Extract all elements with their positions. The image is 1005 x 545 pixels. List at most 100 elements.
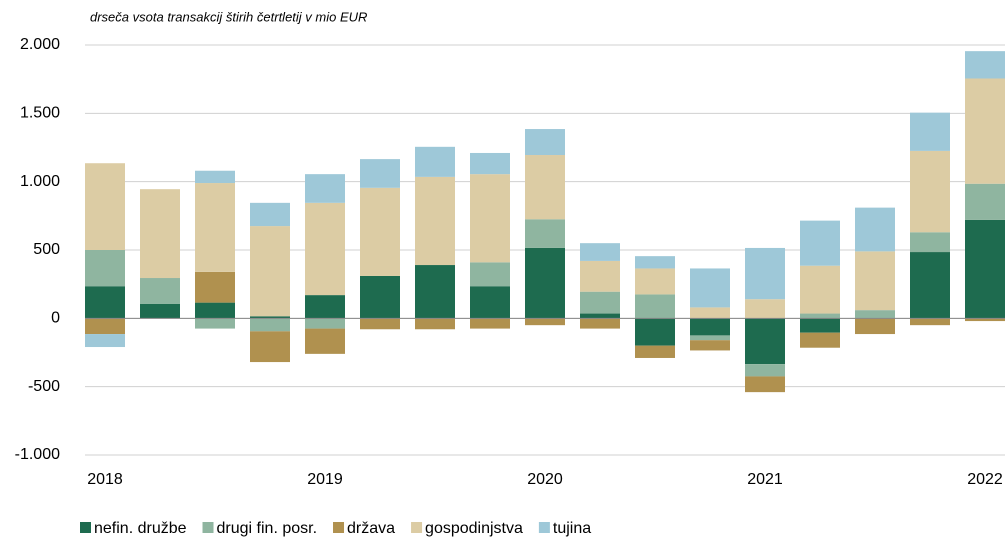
bar-segment xyxy=(85,334,125,348)
bar-segment xyxy=(470,174,510,263)
bar-segment xyxy=(910,232,950,253)
bar-segment xyxy=(745,247,785,300)
bar-segment xyxy=(470,152,510,175)
bar-segment xyxy=(965,51,1005,79)
bar-segment xyxy=(855,251,895,311)
bar-segment xyxy=(855,207,895,252)
y-tick-label: -500 xyxy=(28,378,60,395)
bar-segment xyxy=(965,318,1005,322)
bar-segment xyxy=(470,318,510,329)
bar-segment xyxy=(195,271,235,303)
bar-segment xyxy=(580,318,620,329)
bar-segment xyxy=(855,310,895,319)
bar-segment xyxy=(910,150,950,233)
x-tick-label: 2020 xyxy=(527,471,563,488)
bar-segment xyxy=(85,318,125,335)
bar-segment xyxy=(305,174,345,203)
bar-segment xyxy=(250,316,290,319)
bar-segment xyxy=(140,278,180,304)
bar-segment xyxy=(745,376,785,393)
bar-segment xyxy=(470,286,510,319)
bar-segment xyxy=(85,163,125,250)
legend-swatch xyxy=(538,522,550,533)
bar-segment xyxy=(525,318,565,326)
y-tick-label: 1.000 xyxy=(20,173,60,190)
bar-segment xyxy=(580,260,620,292)
bar-segment xyxy=(855,318,895,335)
legend-label: tujina xyxy=(553,520,591,537)
bar-segment xyxy=(250,318,290,332)
bar-segment xyxy=(965,183,1005,220)
legend-swatch xyxy=(80,522,91,533)
bar-segment xyxy=(800,332,840,348)
legend-swatch xyxy=(411,522,423,533)
bar-segment xyxy=(525,129,565,156)
bar-segment xyxy=(635,294,675,319)
bar-segment xyxy=(635,256,675,269)
bar-segment xyxy=(745,364,785,377)
bar-segment xyxy=(305,318,345,329)
legend-swatch xyxy=(202,522,214,533)
bar-segment xyxy=(195,318,235,329)
bar-segment xyxy=(800,220,840,266)
bar-segment xyxy=(305,295,345,319)
bar-segment xyxy=(360,275,400,319)
bar-segment xyxy=(580,243,620,261)
legend-label: gospodinjstva xyxy=(425,520,523,537)
bar-segment xyxy=(85,250,125,287)
bar-segment xyxy=(415,146,455,177)
x-tick-label: 2022 xyxy=(967,471,1003,488)
bar-segment xyxy=(745,299,785,319)
bar-segment xyxy=(195,170,235,184)
bar-segment xyxy=(580,291,620,314)
bar-segment xyxy=(140,303,180,319)
bar-segment xyxy=(690,340,730,351)
legend-label: nefin. družbe xyxy=(94,520,187,537)
bar-segment xyxy=(965,219,1005,319)
x-tick-label: 2019 xyxy=(307,471,343,488)
bar-segment xyxy=(635,318,675,346)
bar-segment xyxy=(470,262,510,287)
x-tick-label: 2021 xyxy=(747,471,783,488)
bar-segment xyxy=(525,155,565,220)
bar-segment xyxy=(525,247,565,319)
bar-segment xyxy=(800,313,840,319)
y-tick-label: 2.000 xyxy=(20,36,60,53)
bar-segment xyxy=(965,78,1005,184)
bar-segment xyxy=(195,183,235,272)
y-tick-label: 1.500 xyxy=(20,105,60,122)
bar-segment xyxy=(415,318,455,330)
legend-label: država xyxy=(347,520,395,537)
bar-segment xyxy=(690,307,730,319)
legend-label: drugi fin. posr. xyxy=(217,520,318,537)
chart-subtitle: drseča vsota transakcij štirih četrtleti… xyxy=(90,9,367,24)
y-tick-label: -1.000 xyxy=(15,446,60,463)
bar-segment xyxy=(415,176,455,266)
bar-segment xyxy=(690,318,730,336)
bar-segment xyxy=(305,202,345,296)
bar-segment xyxy=(415,265,455,319)
bar-segment xyxy=(580,313,620,319)
bar-segment xyxy=(635,345,675,358)
bar-segment xyxy=(250,331,290,363)
bar-segment xyxy=(250,226,290,317)
bar-segment xyxy=(305,328,345,354)
y-tick-label: 500 xyxy=(33,241,60,258)
bar-segment xyxy=(250,202,290,227)
bar-segment xyxy=(525,219,565,248)
y-tick-label: 0 xyxy=(51,310,60,327)
bar-segment xyxy=(360,187,400,276)
bar-segment xyxy=(910,318,950,326)
bar-segment xyxy=(360,318,400,330)
bar-segment xyxy=(745,318,785,365)
bar-segment xyxy=(800,318,840,333)
bar-segment xyxy=(195,302,235,319)
bar-segment xyxy=(690,335,730,341)
legend-swatch xyxy=(333,522,345,533)
bar-segment xyxy=(360,159,400,188)
bar-segment xyxy=(635,268,675,295)
x-tick-label: 2018 xyxy=(87,471,123,488)
bar-segment xyxy=(910,252,950,319)
bar-segment xyxy=(800,265,840,314)
